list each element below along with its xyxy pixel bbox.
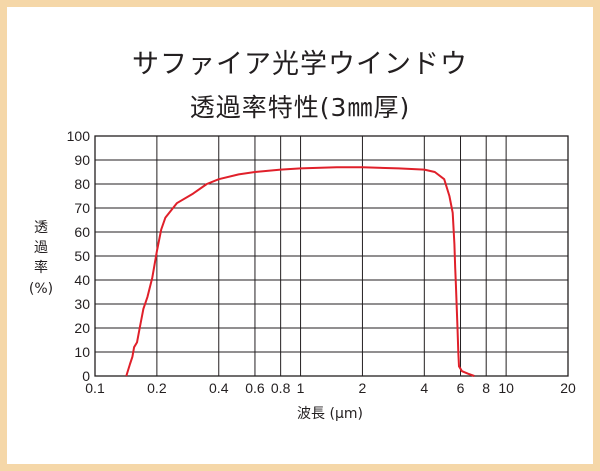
x-tick-label: 1 xyxy=(297,380,305,396)
x-tick-label: 2 xyxy=(359,380,367,396)
y-tick-label: 60 xyxy=(74,224,90,240)
y-tick-label: 80 xyxy=(74,176,90,192)
x-tick-label: 10 xyxy=(498,380,514,396)
y-axis-label-line-3: 率 xyxy=(34,259,48,276)
plot-area-border xyxy=(94,135,569,377)
y-axis-label-line-4: (%) xyxy=(29,281,53,297)
x-tick-label: 20 xyxy=(560,380,576,396)
y-axis-label-line-2: 過 xyxy=(34,240,48,256)
y-tick-label: 0 xyxy=(82,368,90,384)
x-tick-label: 8 xyxy=(482,380,490,396)
y-tick-label: 70 xyxy=(74,200,90,216)
x-axis-label: 波長 (µm) xyxy=(297,406,363,422)
y-tick-label: 40 xyxy=(74,272,90,288)
y-tick-label: 10 xyxy=(74,344,90,360)
chart-title-line1: サファイア光学ウインドウ xyxy=(132,49,468,80)
x-tick-label: 0.2 xyxy=(147,380,167,396)
x-tick-label: 4 xyxy=(420,380,428,396)
y-axis-label-line-1: 透 xyxy=(34,220,48,236)
x-tick-label: 0.6 xyxy=(245,380,265,396)
y-tick-label: 20 xyxy=(74,320,90,336)
x-tick-label: 0.4 xyxy=(209,380,229,396)
x-tick-label: 0.8 xyxy=(271,380,291,396)
x-tick-label: 0.1 xyxy=(85,380,105,396)
transmittance-line xyxy=(125,166,475,377)
y-tick-label: 100 xyxy=(67,128,91,144)
y-tick-label: 30 xyxy=(74,296,90,312)
y-tick-label: 50 xyxy=(74,248,90,264)
y-tick-label: 90 xyxy=(74,152,90,168)
chart-title-line2: 透過率特性(3㎜厚) xyxy=(189,93,411,122)
x-tick-label: 6 xyxy=(457,380,465,396)
